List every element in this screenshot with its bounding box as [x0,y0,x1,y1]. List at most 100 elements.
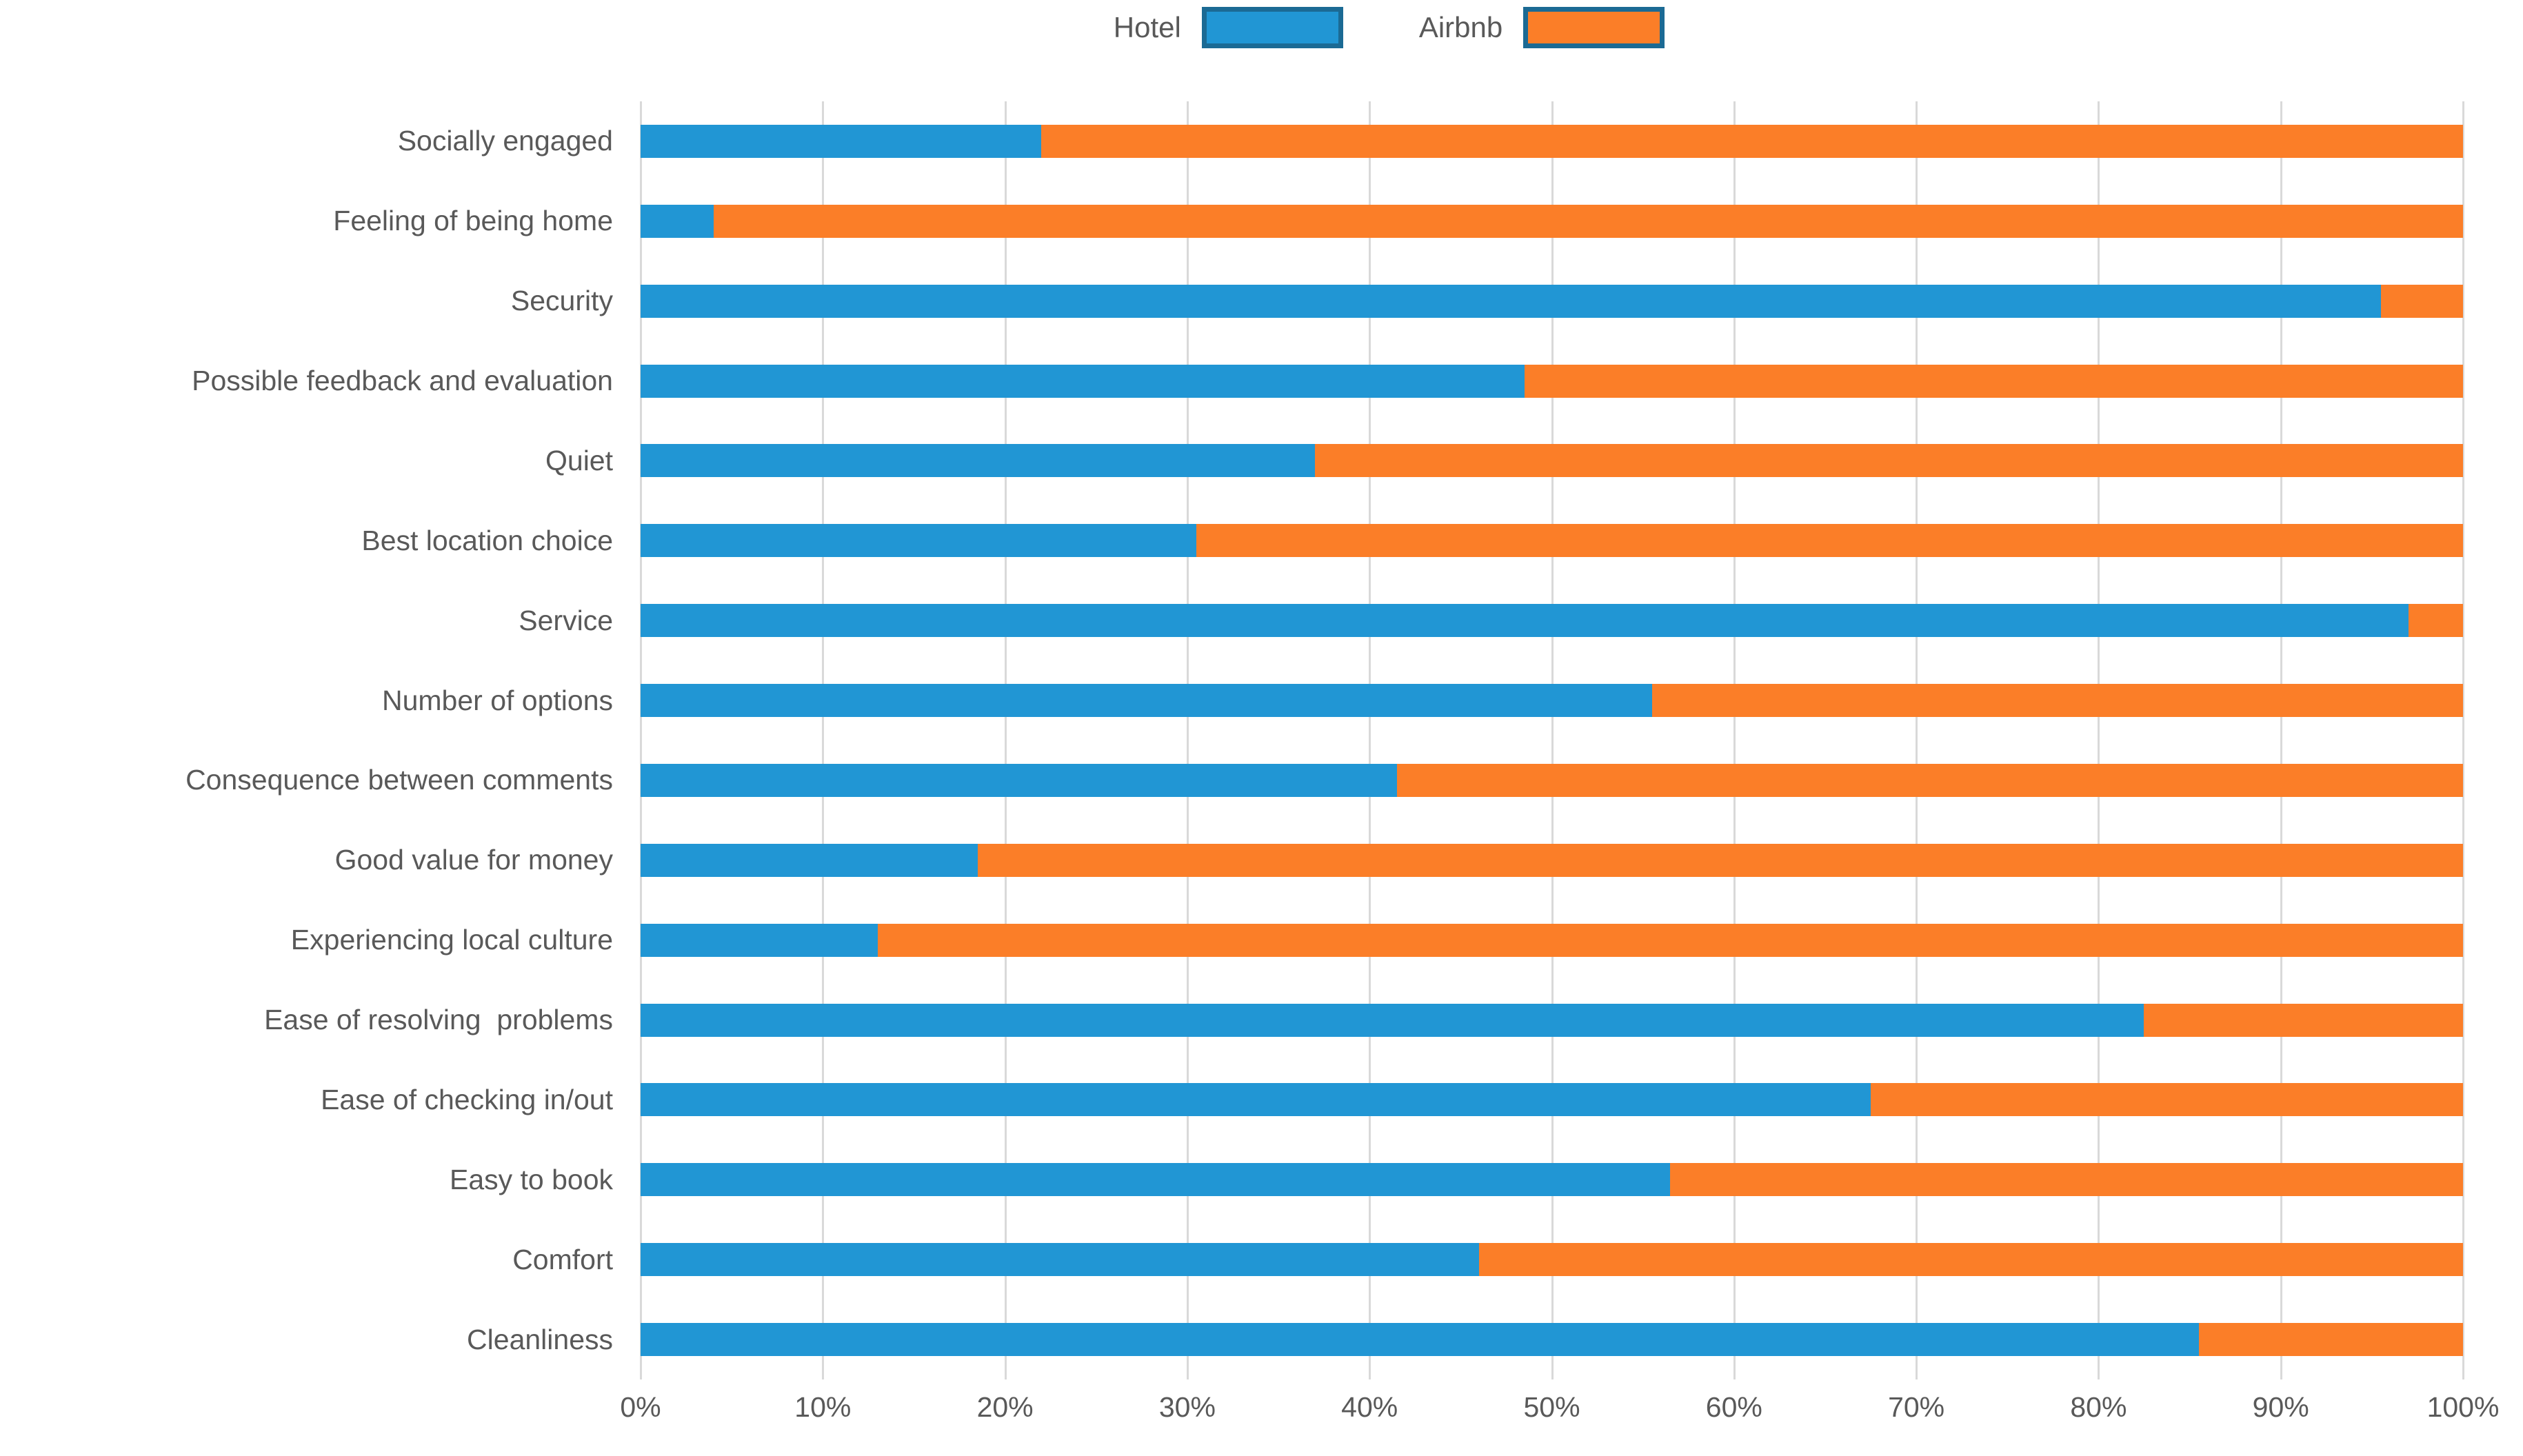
category-label: Feeling of being home [333,205,613,237]
bar-row [641,181,2463,261]
x-axis-tick-labels: 0% 10% 20% 30% 40% 50% 60% 70% 80% 90% 100% [620,1391,2499,1439]
bar-track [641,524,2463,558]
bar-track [641,923,2463,957]
bar-track [641,1163,2463,1197]
bar-track [641,1323,2463,1357]
bar-row [641,900,2463,980]
bar-segment-airbnb [1478,1243,2463,1277]
bar-segment-hotel [641,684,1652,718]
category-label: Consequence between comments [185,764,613,796]
x-tick-label: 40% [1341,1391,1398,1423]
x-tick-label: 30% [1158,1391,1216,1423]
legend-swatch-hotel-icon [1201,7,1343,48]
bar-segment-hotel [641,1003,2144,1037]
legend-item-airbnb: Airbnb [1419,7,1665,48]
bar-segment-hotel [641,1163,1671,1197]
bar-segment-airbnb [2408,604,2463,638]
bar-segment-hotel [641,204,714,238]
bar-segment-airbnb [2198,1323,2463,1357]
bar-row [641,1220,2463,1300]
bar-segment-airbnb [1196,524,2463,558]
bar-segment-airbnb [2381,284,2463,318]
legend-swatch-airbnb-icon [1523,7,1665,48]
bar-track [641,1083,2463,1117]
bar-segment-airbnb [1396,763,2463,797]
gridline [1369,101,1371,1379]
category-label: Possible feedback and evaluation [192,365,613,397]
category-label: Best location choice [361,524,613,556]
bar-segment-airbnb [877,923,2463,957]
bar-track [641,204,2463,238]
bar-segment-hotel [641,124,1042,158]
bar-track [641,364,2463,398]
bar-segment-hotel [641,1083,1871,1117]
category-label: Easy to book [449,1163,613,1195]
gridline [640,101,642,1379]
bar-segment-airbnb [1524,364,2463,398]
bar-track [641,604,2463,638]
bar-row [641,341,2463,421]
bar-segment-airbnb [1871,1083,2463,1117]
bar-row [641,501,2463,580]
category-label: Quiet [545,444,613,476]
bar-row [641,261,2463,341]
bar-segment-airbnb [1670,1163,2463,1197]
gridline [2280,101,2282,1379]
bar-row [641,1060,2463,1140]
gridline [2462,101,2464,1379]
gridline [1004,101,1007,1379]
bar-track [641,763,2463,797]
category-label: Ease of checking in/out [321,1083,613,1115]
x-tick-label: 80% [2070,1391,2127,1423]
bar-segment-hotel [641,604,2409,638]
bar-row [641,421,2463,501]
bar-segment-hotel [641,843,978,877]
gridline [1186,101,1189,1379]
category-label: Security [510,285,613,317]
category-label: Experiencing local culture [290,924,613,956]
bar-row [641,101,2463,181]
bar-row [641,1300,2463,1379]
bar-row [641,740,2463,820]
bar-track [641,1243,2463,1277]
gridline [1551,101,1554,1379]
category-label: Socially engaged [397,125,613,157]
x-tick-label: 90% [2252,1391,2309,1423]
category-label: Cleanliness [467,1323,613,1355]
bar-segment-airbnb [1041,124,2463,158]
x-tick-label: 10% [794,1391,852,1423]
bar-segment-hotel [641,1323,2199,1357]
legend-item-hotel: Hotel [1114,7,1343,48]
bar-track [641,284,2463,318]
x-tick-label: 60% [1705,1391,1762,1423]
bar-row [641,580,2463,660]
bar-rows [641,101,2463,1379]
bar-segment-hotel [641,1243,1479,1277]
bar-segment-hotel [641,524,1197,558]
x-tick-label: 50% [1523,1391,1580,1423]
bar-segment-hotel [641,364,1525,398]
gridline [2098,101,2100,1379]
category-label: Number of options [381,684,613,716]
bar-segment-hotel [641,284,2382,318]
bar-segment-hotel [641,763,1397,797]
category-label: Good value for money [334,844,613,876]
bar-segment-airbnb [713,204,2463,238]
category-label: Comfort [512,1243,613,1275]
category-label: Ease of resolving problems [264,1004,613,1036]
bar-track [641,124,2463,158]
bar-row [641,660,2463,740]
x-tick-label: 0% [620,1391,661,1423]
bar-segment-airbnb [1651,684,2463,718]
x-tick-label: 100% [2426,1391,2500,1423]
bar-segment-hotel [641,444,1315,478]
bar-segment-hotel [641,923,878,957]
legend-label-hotel: Hotel [1113,11,1181,43]
category-labels: Socially engaged Feeling of being home Sec… [0,101,616,1379]
bar-track [641,684,2463,718]
chart-legend: Hotel Airbnb [128,7,2523,48]
bar-segment-airbnb [977,843,2463,877]
gridline [1916,101,1918,1379]
bar-track [641,444,2463,478]
